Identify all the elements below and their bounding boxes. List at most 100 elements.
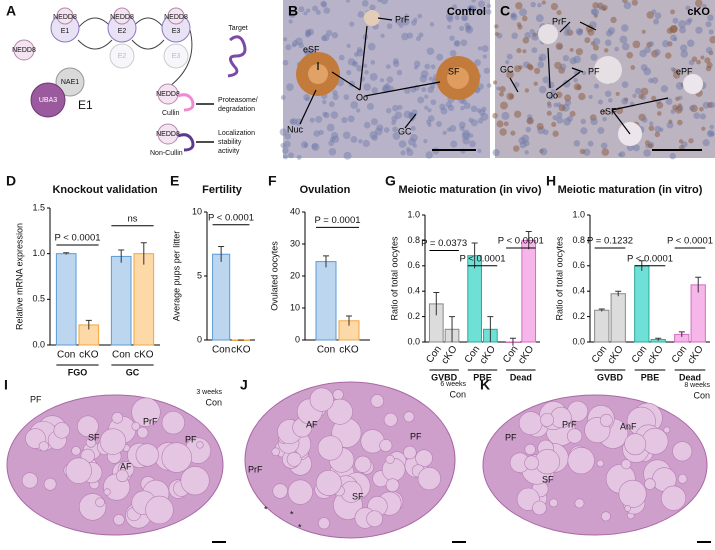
cell xyxy=(363,121,371,129)
cell xyxy=(425,119,432,125)
cell xyxy=(477,0,486,8)
significance-label: P < 0.0001 xyxy=(498,236,544,247)
follicle xyxy=(677,474,688,484)
cell xyxy=(404,13,409,18)
cell xyxy=(386,23,393,29)
cell xyxy=(499,101,508,110)
image-label: SF xyxy=(88,432,100,442)
follicle xyxy=(383,412,398,427)
histology xyxy=(6,381,708,539)
cell xyxy=(313,130,321,137)
node-label: E1 xyxy=(61,28,70,35)
cell xyxy=(445,12,454,21)
image-label: Oo xyxy=(546,90,558,100)
cell xyxy=(548,94,554,100)
cell xyxy=(352,61,359,68)
cell xyxy=(468,117,474,123)
cell xyxy=(670,67,675,72)
cell xyxy=(556,10,562,16)
cell xyxy=(460,105,465,111)
cell xyxy=(511,32,518,40)
cell xyxy=(632,144,640,152)
cell xyxy=(477,148,482,153)
cell xyxy=(459,126,465,131)
cell xyxy=(632,93,637,98)
x-tick-label: Con xyxy=(317,345,335,356)
node-label: Proteasome/ xyxy=(218,97,258,104)
cell xyxy=(283,37,288,42)
cell xyxy=(376,124,384,132)
cell xyxy=(461,13,469,22)
chart-title: Meiotic maturation (in vivo) xyxy=(398,184,541,196)
significance-label: P < 0.0001 xyxy=(459,253,505,264)
cell xyxy=(492,149,500,157)
group-label: PBE xyxy=(641,372,660,382)
significance-label: P < 0.0001 xyxy=(627,253,673,264)
node xyxy=(55,67,85,97)
cell xyxy=(328,101,335,108)
cell xyxy=(524,31,532,39)
y-tick-label: 0.2 xyxy=(572,311,585,321)
cell xyxy=(439,103,446,111)
cell xyxy=(331,32,339,39)
cell xyxy=(329,136,335,142)
cell xyxy=(518,137,526,145)
cell xyxy=(576,84,582,90)
cell xyxy=(689,105,695,111)
cell xyxy=(476,108,482,113)
cell xyxy=(708,29,714,35)
node xyxy=(56,7,74,25)
cell xyxy=(531,47,538,54)
cell xyxy=(330,111,339,119)
cell xyxy=(708,101,715,109)
cell xyxy=(564,99,572,106)
significance-label: ns xyxy=(127,213,137,224)
cell xyxy=(406,32,414,39)
cell xyxy=(349,21,355,27)
cell xyxy=(477,83,484,90)
cell xyxy=(516,48,522,54)
cell xyxy=(392,58,399,65)
follicle xyxy=(196,441,204,449)
cell xyxy=(370,60,376,65)
cell xyxy=(608,98,613,103)
cell xyxy=(470,105,478,113)
y-tick-label: 0 xyxy=(295,334,300,344)
cell xyxy=(503,121,509,127)
bar xyxy=(634,265,650,343)
follicle xyxy=(660,485,687,511)
cell xyxy=(429,22,435,27)
cell xyxy=(406,148,414,157)
y-tick-label: 0.8 xyxy=(572,235,585,245)
follicle xyxy=(354,455,372,473)
y-tick-label: 0.4 xyxy=(572,286,585,296)
follicle xyxy=(71,446,81,456)
image-label: PF xyxy=(185,434,197,444)
cell xyxy=(322,111,328,117)
pointer-arrow xyxy=(579,21,597,31)
image-label: PrF xyxy=(248,464,263,474)
cell xyxy=(417,13,423,19)
pointer-arrow xyxy=(509,77,519,93)
error-bar xyxy=(509,337,516,346)
cell xyxy=(679,26,687,34)
cell xyxy=(614,46,620,52)
follicle xyxy=(370,394,384,408)
cell xyxy=(680,50,689,58)
cell xyxy=(303,11,308,16)
follicle xyxy=(596,459,605,468)
cell xyxy=(498,91,504,97)
image-label: AF xyxy=(120,461,132,471)
cell xyxy=(547,81,555,89)
x-tick-label: Con xyxy=(112,350,130,361)
cell xyxy=(648,41,654,47)
cell xyxy=(621,81,629,88)
cell xyxy=(322,99,327,105)
follicle xyxy=(403,445,417,460)
cell xyxy=(343,94,350,100)
cell xyxy=(494,24,499,29)
image-label: Oo xyxy=(356,92,368,102)
cell xyxy=(547,103,552,109)
cell xyxy=(430,83,436,89)
y-tick-label: 0.0 xyxy=(32,339,45,349)
